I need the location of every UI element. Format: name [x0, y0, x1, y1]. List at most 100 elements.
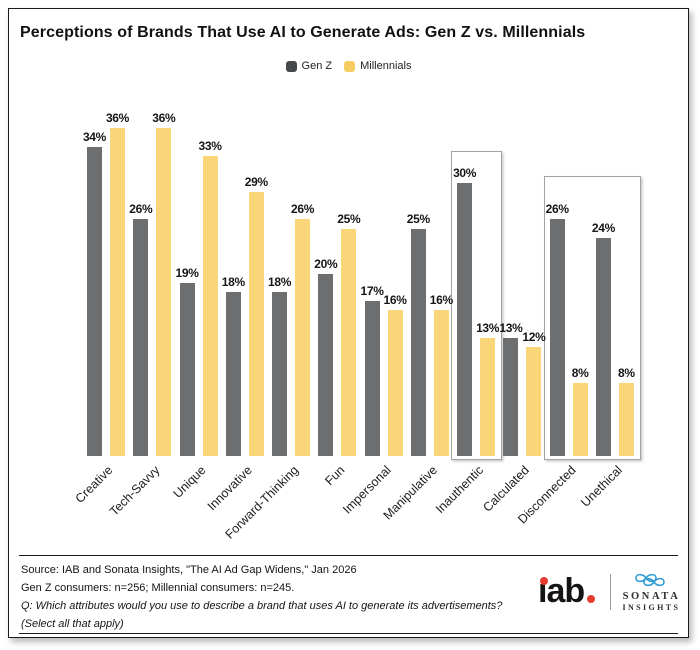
bar-group-innovative: 18% 29% Innovative: [205, 175, 269, 513]
bar-gen-z-tech-savvy: [133, 219, 149, 456]
bar-group-fun: 20% 25% Fun: [314, 212, 361, 489]
footer-bottom-divider: [19, 633, 678, 634]
bar-millennials-tech-savvy: [156, 128, 172, 456]
bar-cell-gen-z-calculated: 13%: [499, 321, 523, 456]
bar-cell-millennials-inauthentic: 13%: [476, 321, 499, 456]
legend-item-gen-z: Gen Z: [285, 60, 333, 72]
bar-gen-z-creative: [87, 146, 102, 456]
bar-value-label: 12%: [522, 329, 546, 344]
bar-millennials-disconnected: [572, 383, 588, 456]
bar-value-label: 33%: [198, 138, 222, 153]
bar-value-label: 18%: [221, 275, 245, 290]
bar-gen-z-unique: [179, 283, 195, 456]
bar-cell-gen-z-unique: 19%: [175, 266, 199, 456]
bar-gen-z-manipulative: [410, 228, 426, 456]
bar-cell-gen-z-unethical: 24%: [592, 221, 615, 456]
bar-group-calculated: 13% 12% Calculated: [481, 321, 546, 515]
question-line: Q: Which attributes would you use to des…: [21, 600, 503, 612]
bar-value-label: 16%: [429, 293, 453, 308]
bar-group-unethical: 24% 8% Unethical: [578, 221, 635, 510]
bar-value-label: 8%: [571, 366, 589, 381]
legend-swatch-gen-z: [285, 60, 297, 72]
plot-area: 34% 36% Creative 26% 36% Tech-Savvy 19% 33% Uniq…: [73, 106, 635, 541]
bar-value-label: 25%: [406, 211, 430, 226]
footer-top-divider: [19, 555, 678, 556]
x-axis-label-unique: Unique: [170, 463, 209, 501]
bar-millennials-calculated: [526, 346, 542, 456]
bar-cell-millennials-manipulative: 16%: [430, 293, 453, 456]
source-line: Source: IAB and Sonata Insights, "The AI…: [21, 564, 357, 576]
bar-millennials-unethical: [618, 383, 634, 456]
bar-cell-millennials-impersonal: 16%: [384, 293, 407, 456]
legend-item-millennials: Millennials: [344, 60, 411, 72]
bar-value-label: 20%: [314, 257, 338, 271]
bar-gen-z-impersonal: [364, 301, 380, 456]
bar-millennials-unique: [202, 155, 218, 456]
bar-millennials-impersonal: [387, 310, 403, 456]
legend-swatch-millennials: [344, 60, 356, 72]
bar-group-unique: 19% 33% Unique: [171, 139, 222, 501]
bar-cell-millennials-creative: 36%: [106, 111, 129, 456]
bar-value-label: 36%: [152, 111, 176, 126]
bar-cell-gen-z-creative: 34%: [83, 130, 106, 456]
bar-gen-z-inauthentic: [457, 183, 473, 456]
legend-label: Gen Z: [301, 60, 333, 72]
bar-cell-millennials-disconnected: 8%: [571, 366, 589, 456]
bar-value-label: 26%: [129, 202, 153, 217]
sample-size-line: Gen Z consumers: n=256; Millennial consu…: [21, 582, 295, 594]
bar-group-tech-savvy: 26% 36% Tech-Savvy: [107, 111, 176, 518]
bar-millennials-manipulative: [433, 310, 449, 456]
bar-value-label: 30%: [453, 166, 477, 180]
bar-value-label: 34%: [82, 129, 107, 144]
bar-value-label: 26%: [545, 202, 569, 217]
bar-value-label: 13%: [476, 320, 500, 335]
bar-cell-gen-z-fun: 20%: [314, 257, 338, 456]
bar-cell-millennials-fun: 25%: [337, 212, 361, 456]
sonata-insights-logo: SONATA INSIGHTS: [610, 571, 680, 612]
bar-cell-gen-z-impersonal: 17%: [361, 284, 384, 456]
bar-gen-z-disconnected: [549, 219, 565, 456]
bar-cell-millennials-unethical: 8%: [618, 366, 635, 456]
x-axis-label-unethical: Unethical: [578, 463, 625, 510]
x-axis-label-inauthentic: Inauthentic: [432, 463, 487, 517]
bar-cell-millennials-innovative: 29%: [245, 175, 268, 456]
bar-value-label: 25%: [337, 211, 361, 226]
sonata-infinity-icon: [635, 573, 666, 587]
logo-divider: [610, 573, 611, 610]
bar-group-manipulative: 25% 16% Manipulative: [380, 212, 453, 523]
bar-cell-gen-z-disconnected: 26%: [546, 202, 569, 456]
bar-value-label: 26%: [291, 202, 315, 217]
chart-card: Perceptions of Brands That Use AI to Gen…: [8, 8, 689, 638]
bar-millennials-forward-thinking: [295, 219, 311, 456]
legend: Gen Z Millennials: [9, 60, 688, 72]
bar-cell-millennials-forward-thinking: 26%: [291, 202, 314, 456]
bar-cell-gen-z-tech-savvy: 26%: [129, 202, 153, 456]
bar-millennials-innovative: [248, 192, 264, 456]
bar-cell-gen-z-forward-thinking: 18%: [268, 275, 291, 456]
iab-logo: ıab: [538, 573, 596, 611]
bar-value-label: 16%: [383, 293, 407, 308]
footer-notes: Source: IAB and Sonata Insights, "The AI…: [21, 561, 502, 633]
bar-value-label: 24%: [591, 220, 615, 235]
bar-cell-millennials-unique: 33%: [198, 139, 222, 456]
bar-value-label: 17%: [360, 284, 384, 299]
bar-group-impersonal: 17% 16% Impersonal: [340, 284, 407, 516]
bar-value-label: 18%: [268, 275, 292, 290]
select-all-line: (Select all that apply): [21, 618, 124, 630]
iab-red-period-icon: [587, 595, 596, 603]
bar-group-creative: 34% 36% Creative: [73, 111, 129, 505]
bar-group-forward-thinking: 18% 26% Forward-Thinking: [222, 202, 314, 541]
bar-cell-gen-z-manipulative: 25%: [407, 212, 430, 456]
bar-gen-z-calculated: [503, 337, 519, 456]
bar-gen-z-innovative: [225, 292, 241, 456]
sonata-logo-line2: INSIGHTS: [622, 603, 681, 612]
bar-value-label: 19%: [175, 266, 199, 281]
bar-value-label: 29%: [244, 175, 268, 190]
bar-gen-z-forward-thinking: [272, 292, 288, 456]
bar-group-disconnected: 26% 8% Disconnected: [515, 202, 589, 526]
sonata-logo-line1: SONATA: [622, 591, 681, 602]
bar-cell-gen-z-inauthentic: 30%: [453, 166, 476, 456]
bar-millennials-creative: [110, 128, 125, 456]
bar-value-label: 13%: [499, 320, 523, 335]
x-axis-label-creative: Creative: [73, 463, 116, 506]
